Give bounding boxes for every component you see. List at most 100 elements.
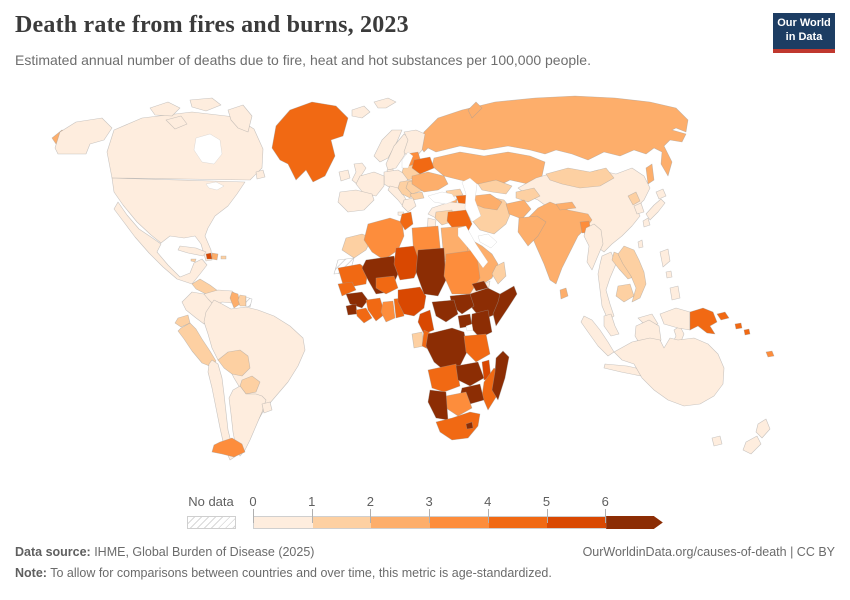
region-senegal[interactable]: [337, 281, 357, 297]
region-ireland[interactable]: [338, 169, 351, 182]
legend-swatch-6+[interactable]: [606, 516, 663, 529]
region-madagascar[interactable]: [491, 350, 510, 401]
region-cuba[interactable]: [177, 245, 207, 257]
legend-swatch-5-6[interactable]: [547, 516, 607, 529]
region-lesotho[interactable]: [465, 421, 474, 430]
region-taiwan[interactable]: [637, 239, 644, 249]
region-japan-honshu[interactable]: [645, 198, 666, 221]
region-norway[interactable]: [373, 129, 403, 163]
region-chad[interactable]: [415, 247, 447, 297]
region-new-zealand-south[interactable]: [742, 435, 762, 455]
region-iceland[interactable]: [351, 105, 371, 119]
region-kyrgyzstan-tajikistan[interactable]: [515, 187, 541, 203]
region-philippines-mindanao[interactable]: [669, 285, 681, 301]
region-french-guiana[interactable]: [245, 296, 253, 308]
region-tierra-del-fuego[interactable]: [211, 437, 246, 458]
region-argentina[interactable]: [228, 385, 267, 457]
region-guinea[interactable]: [345, 291, 369, 309]
region-uzbekistan[interactable]: [477, 179, 513, 195]
region-canada-arctic-a[interactable]: [149, 101, 181, 117]
region-canada-arctic-b[interactable]: [189, 97, 222, 112]
region-chile[interactable]: [207, 359, 237, 461]
region-malaysia-peninsula[interactable]: [603, 313, 620, 337]
region-niger[interactable]: [393, 245, 421, 281]
region-indonesia-papua[interactable]: [659, 307, 691, 331]
region-dominican-republic[interactable]: [211, 252, 219, 261]
region-cambodia[interactable]: [615, 283, 635, 303]
region-suriname[interactable]: [237, 294, 247, 307]
region-ukraine[interactable]: [411, 171, 449, 193]
region-canada-baffin[interactable]: [227, 104, 253, 133]
region-vietnam[interactable]: [617, 245, 647, 303]
region-svalbard[interactable]: [373, 97, 397, 109]
region-guyana[interactable]: [229, 291, 241, 309]
legend-no-data-swatch[interactable]: [187, 516, 236, 529]
legend-swatch-3-4[interactable]: [430, 516, 489, 529]
legend-swatch-2-3[interactable]: [371, 516, 431, 529]
region-japan-hokkaido[interactable]: [655, 188, 667, 200]
region-sri-lanka[interactable]: [559, 287, 569, 300]
region-south-africa[interactable]: [435, 411, 481, 441]
region-ghana[interactable]: [380, 300, 396, 323]
region-philippines-luzon[interactable]: [659, 248, 671, 268]
region-solomon-islands-b[interactable]: [743, 328, 751, 336]
region-nigeria[interactable]: [397, 286, 427, 317]
region-belarus[interactable]: [411, 156, 435, 175]
region-haiti[interactable]: [205, 252, 213, 260]
region-solomon-islands-a[interactable]: [734, 322, 743, 330]
region-north-korea[interactable]: [627, 191, 641, 206]
region-new-britain[interactable]: [716, 311, 730, 321]
region-mexico[interactable]: [113, 201, 208, 285]
region-new-zealand-north[interactable]: [755, 418, 771, 439]
owid-link[interactable]: OurWorldinData.org/causes-of-death | CC …: [582, 545, 835, 559]
region-tunisia[interactable]: [399, 211, 414, 231]
region-australia[interactable]: [613, 337, 725, 407]
region-central-african-republic[interactable]: [431, 299, 459, 323]
region-canada-victoria[interactable]: [165, 115, 188, 130]
region-afghanistan[interactable]: [505, 199, 532, 220]
region-nepal[interactable]: [555, 201, 577, 211]
region-thailand[interactable]: [597, 251, 617, 321]
region-ivory-coast[interactable]: [365, 297, 386, 322]
region-japan-kyushu[interactable]: [642, 217, 651, 228]
region-tanzania[interactable]: [463, 333, 491, 363]
region-bolivia[interactable]: [217, 349, 251, 377]
region-russia[interactable]: [417, 95, 689, 177]
region-ecuador[interactable]: [174, 314, 191, 328]
owid-logo[interactable]: Our World in Data: [773, 13, 835, 53]
region-angola[interactable]: [427, 363, 461, 393]
legend-swatch-0-1[interactable]: [253, 516, 313, 529]
region-burkina-faso[interactable]: [375, 275, 399, 295]
region-oman[interactable]: [491, 261, 507, 285]
region-greece[interactable]: [401, 197, 417, 213]
region-mongolia[interactable]: [545, 167, 615, 189]
region-myanmar[interactable]: [583, 223, 604, 271]
legend-swatch-4-5[interactable]: [488, 516, 548, 529]
region-france[interactable]: [355, 171, 385, 197]
region-iberia[interactable]: [337, 189, 375, 213]
legend-swatch-1-2[interactable]: [312, 516, 372, 529]
region-uruguay[interactable]: [261, 401, 273, 414]
region-russia-sakhalin[interactable]: [645, 163, 655, 185]
region-jamaica[interactable]: [190, 258, 197, 263]
region-newfoundland[interactable]: [255, 169, 266, 180]
region-liberia[interactable]: [355, 307, 373, 324]
region-kenya[interactable]: [470, 309, 493, 339]
region-papua-new-guinea[interactable]: [689, 307, 718, 335]
region-philippines-visayas[interactable]: [665, 270, 673, 279]
region-greenland[interactable]: [271, 101, 349, 183]
region-cameroon[interactable]: [417, 309, 435, 335]
region-fiji[interactable]: [765, 350, 775, 358]
region-sierra-leone[interactable]: [345, 303, 358, 316]
region-india[interactable]: [527, 201, 593, 285]
region-zambia[interactable]: [455, 361, 485, 387]
region-south-korea[interactable]: [633, 202, 645, 215]
region-somalia[interactable]: [492, 285, 518, 327]
region-namibia[interactable]: [427, 389, 449, 421]
region-alaska[interactable]: [54, 117, 113, 155]
region-indonesia-sumatra[interactable]: [580, 315, 615, 357]
region-russia-novaya-zemlya[interactable]: [467, 101, 483, 119]
region-puerto-rico[interactable]: [220, 255, 227, 260]
region-tasmania[interactable]: [711, 435, 723, 447]
region-pakistan[interactable]: [517, 215, 547, 247]
